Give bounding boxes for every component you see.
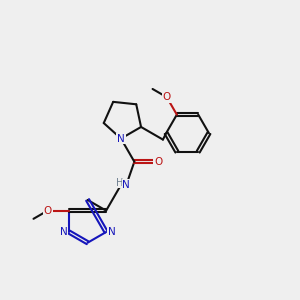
Text: N: N [108, 227, 115, 237]
Text: O: O [44, 206, 52, 216]
Text: N: N [60, 227, 68, 237]
Text: N: N [122, 180, 130, 190]
Text: N: N [117, 134, 125, 144]
Text: O: O [163, 92, 171, 102]
Text: H: H [116, 178, 123, 188]
Text: O: O [154, 157, 162, 167]
